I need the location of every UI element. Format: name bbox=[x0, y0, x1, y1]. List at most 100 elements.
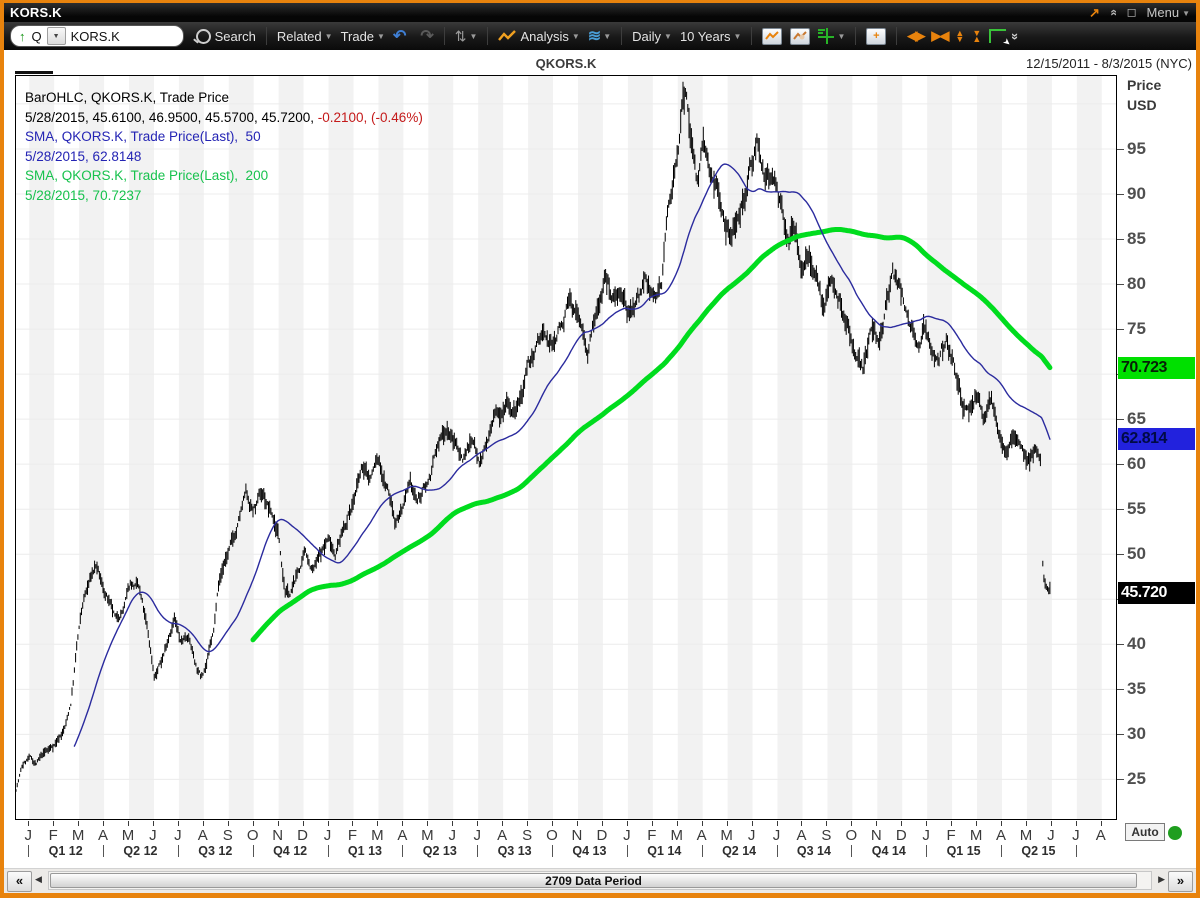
month-tick bbox=[103, 821, 105, 826]
expand-horizontal-button[interactable]: ◀▶ bbox=[907, 28, 925, 44]
compress-horizontal-button[interactable]: ▶◀ bbox=[931, 28, 949, 44]
menu-label: Menu bbox=[1146, 4, 1180, 20]
month-tick bbox=[477, 821, 479, 826]
scroll-right-arrow[interactable]: ▶ bbox=[1158, 874, 1165, 884]
redo-icon: ↷ bbox=[420, 28, 434, 45]
analysis-menu-button[interactable]: Analysis ▼ bbox=[498, 29, 580, 44]
month-tick bbox=[527, 821, 529, 826]
expand-vertical-button[interactable]: ▲ ▼ bbox=[955, 29, 964, 44]
analysis-zigzag-icon bbox=[498, 30, 517, 41]
add-pane-button[interactable]: + bbox=[866, 27, 887, 45]
y-axis-label: 80 bbox=[1127, 274, 1146, 294]
quarter-separator bbox=[701, 845, 703, 857]
crosshair-icon bbox=[818, 28, 835, 44]
compress-vertical-button[interactable]: ▼ ▲ bbox=[972, 29, 981, 44]
crosshair-button[interactable]: ▼ bbox=[818, 28, 845, 44]
y-axis-label: 95 bbox=[1127, 138, 1146, 158]
add-pane-icon: + bbox=[866, 27, 887, 45]
popout-icon[interactable]: ↗ bbox=[1088, 5, 1100, 20]
month-label: A bbox=[197, 827, 208, 844]
month-label: M bbox=[121, 827, 135, 844]
undo-button[interactable]: ↶ bbox=[393, 26, 406, 46]
month-label: F bbox=[48, 827, 58, 844]
month-label: A bbox=[98, 827, 109, 844]
y-axis-label: 55 bbox=[1127, 499, 1146, 519]
symbol-input[interactable] bbox=[68, 26, 181, 46]
search-button[interactable]: Search bbox=[195, 28, 256, 44]
chart-style-button[interactable] bbox=[762, 27, 783, 45]
scrollbar-thumb[interactable]: 2709 Data Period bbox=[50, 873, 1137, 888]
y-axis-label: 40 bbox=[1127, 634, 1146, 654]
related-caret-icon: ▼ bbox=[324, 31, 333, 41]
month-label: M bbox=[71, 827, 85, 844]
y-axis-label: 50 bbox=[1127, 544, 1146, 564]
pane-divider-handle[interactable] bbox=[15, 71, 53, 74]
toolbar-separator bbox=[855, 27, 857, 45]
quarter-separator bbox=[103, 845, 105, 857]
related-label: Related bbox=[276, 28, 322, 44]
month-label: N bbox=[571, 827, 583, 844]
menu-button[interactable]: Menu ▼ bbox=[1147, 3, 1190, 23]
range-label: 10 Years bbox=[679, 28, 731, 44]
quarter-separator bbox=[177, 845, 179, 857]
month-tick bbox=[402, 821, 404, 826]
month-label: A bbox=[796, 827, 807, 844]
month-label: F bbox=[347, 827, 358, 844]
window-restore-icon[interactable]: ◻ bbox=[1126, 5, 1137, 19]
quarter-separator bbox=[252, 845, 254, 857]
y-axis-label: 90 bbox=[1127, 183, 1146, 203]
month-tick bbox=[726, 821, 728, 826]
month-label: O bbox=[845, 827, 858, 844]
scrollbar-track[interactable]: 2709 Data Period bbox=[48, 871, 1152, 890]
month-tick bbox=[552, 821, 554, 826]
month-label: J bbox=[473, 827, 481, 844]
month-tick bbox=[1050, 821, 1052, 826]
trade-caret-icon: ▼ bbox=[377, 31, 385, 41]
y-axis-label: 60 bbox=[1127, 454, 1146, 474]
quarter-label: Q3 14 bbox=[796, 844, 831, 858]
price-axis[interactable]: Price USD Auto 2530354045505560657075808… bbox=[1117, 75, 1196, 865]
scroll-to-end-button[interactable]: » bbox=[1168, 871, 1193, 892]
trade-menu-button[interactable]: Trade ▼ bbox=[341, 29, 385, 44]
month-label: F bbox=[647, 827, 657, 844]
range-dropdown[interactable]: 10 Years ▼ bbox=[680, 29, 742, 44]
quarter-label: Q4 13 bbox=[572, 844, 607, 858]
y-axis-tick bbox=[1117, 193, 1124, 195]
zoom-box-button[interactable] bbox=[989, 29, 1007, 43]
quarter-separator bbox=[402, 845, 404, 857]
month-label: D bbox=[596, 827, 608, 844]
legend-line: 5/28/2015, 62.8148 bbox=[25, 148, 142, 164]
redo-button[interactable]: ↷ bbox=[414, 26, 433, 46]
month-tick bbox=[576, 821, 578, 826]
scale-adjust-button[interactable]: ⇅ ▼ bbox=[455, 28, 478, 45]
auto-scale-button[interactable]: Auto bbox=[1125, 823, 1165, 841]
toolbar-separator bbox=[896, 27, 898, 45]
waves-caret-icon: ▼ bbox=[603, 31, 612, 41]
scroll-left-arrow[interactable]: ◀ bbox=[35, 874, 42, 884]
interval-dropdown[interactable]: Daily ▼ bbox=[632, 29, 672, 44]
quarter-label: Q1 14 bbox=[647, 844, 682, 858]
month-tick bbox=[1075, 821, 1077, 826]
collapse-ribbon-icon[interactable]: » bbox=[1105, 9, 1120, 16]
y-axis-tick bbox=[1117, 644, 1124, 646]
quarter-label: Q3 12 bbox=[198, 844, 233, 858]
overlay-waves-button[interactable]: ≋ ▼ bbox=[588, 26, 611, 46]
y-axis-label: 75 bbox=[1127, 319, 1146, 339]
chart-hand-icon bbox=[790, 27, 811, 45]
quarter-label: Q2 13 bbox=[422, 844, 457, 858]
chart-drag-button[interactable] bbox=[790, 27, 811, 45]
quarter-label: Q3 13 bbox=[497, 844, 532, 858]
month-tick bbox=[177, 821, 179, 826]
scroll-to-start-button[interactable]: « bbox=[7, 871, 32, 892]
quarter-label: Q2 12 bbox=[123, 844, 158, 858]
toolbar-separator bbox=[443, 27, 445, 45]
related-menu-button[interactable]: Related ▼ bbox=[277, 29, 333, 44]
symbol-type-dropdown[interactable]: ▼ bbox=[46, 27, 66, 45]
month-label: J bbox=[1072, 827, 1080, 844]
menu-caret-icon: ▼ bbox=[1182, 8, 1190, 18]
quarter-separator bbox=[477, 845, 479, 857]
month-tick bbox=[926, 821, 928, 826]
month-tick bbox=[28, 821, 30, 826]
month-label: S bbox=[522, 827, 533, 844]
chart-plot-area[interactable]: BarOHLC, QKORS.K, Trade Price 5/28/2015, … bbox=[15, 75, 1117, 820]
